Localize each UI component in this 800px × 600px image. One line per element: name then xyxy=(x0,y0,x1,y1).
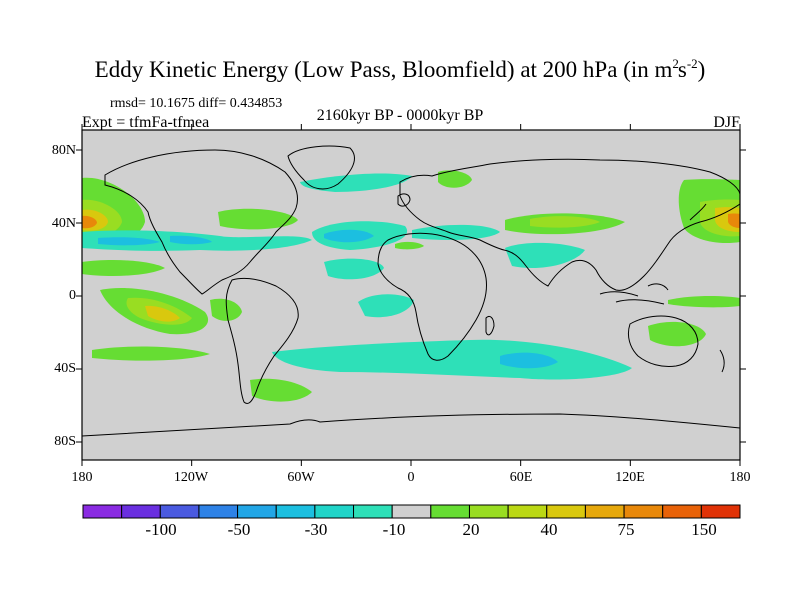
x-tick-label: 120E xyxy=(615,470,645,485)
anomaly-patch xyxy=(300,173,412,192)
anomaly-patch xyxy=(648,321,706,347)
x-tick-label: 0 xyxy=(407,470,415,485)
coastline-japan xyxy=(689,203,707,221)
anomaly-fields xyxy=(82,170,740,402)
colorbar-swatch xyxy=(468,504,509,519)
anomaly-patch xyxy=(145,305,180,322)
coastline-europe-asia xyxy=(399,158,740,291)
colorbar-swatch xyxy=(507,504,548,519)
colorbar-swatch xyxy=(430,504,470,519)
anomaly-patch xyxy=(98,237,160,246)
anomaly-patch xyxy=(530,216,600,228)
anomaly-patch xyxy=(92,346,210,361)
y-tick-label: 0 xyxy=(69,288,76,303)
anomaly-patch xyxy=(358,294,414,318)
colorbar-label: 20 xyxy=(462,520,480,539)
colorbar-swatch xyxy=(391,504,432,519)
x-tick-label: 60W xyxy=(287,470,315,485)
coastlines xyxy=(82,145,740,437)
period-label: 2160kyr BP - 0000kyr BP xyxy=(316,107,484,124)
x-tick-label: 120W xyxy=(173,470,209,485)
anomaly-patch xyxy=(250,378,312,402)
coastline-madagascar xyxy=(485,315,495,336)
colorbar-swatch xyxy=(82,504,123,519)
experiment-label: Expt = tfmFa-tfmea xyxy=(82,114,210,131)
colorbar-label: 150 xyxy=(691,520,717,539)
colorbar-label: 75 xyxy=(617,520,635,539)
colorbar-swatch xyxy=(159,504,200,519)
coastline-south-america xyxy=(225,277,299,405)
anomaly-patch xyxy=(210,298,242,321)
stats-label: rmsd= 10.1675 diff= 0.434853 xyxy=(110,96,283,111)
colorbar-label: 40 xyxy=(540,520,558,539)
anomaly-patch xyxy=(272,339,632,380)
coastline-greenland xyxy=(287,145,355,190)
x-tick-label: 180 xyxy=(729,470,751,485)
colorbar-swatch xyxy=(198,504,239,519)
anomaly-patch xyxy=(395,241,424,250)
anomaly-patch xyxy=(505,242,585,269)
anomaly-patch xyxy=(82,215,97,229)
colorbar-label: -30 xyxy=(304,520,328,539)
anomaly-patch xyxy=(728,213,740,228)
coastline-australia xyxy=(627,315,699,367)
anomaly-patch xyxy=(218,208,298,230)
anomaly-patch xyxy=(82,260,165,276)
coastline-north-america xyxy=(104,149,299,295)
x-tick-label: 60E xyxy=(509,470,533,485)
anomaly-patch xyxy=(412,224,500,240)
y-tick-label: 40S xyxy=(54,361,76,376)
colorbar-swatch xyxy=(353,504,393,519)
colorbar-label: -10 xyxy=(382,520,406,539)
coastline-british-isles xyxy=(397,193,411,207)
colorbar-swatch xyxy=(314,504,355,519)
y-tick-label: 80S xyxy=(54,434,76,449)
coastline-indonesia xyxy=(599,283,669,305)
anomaly-patch xyxy=(324,229,374,243)
colorbar-swatch xyxy=(623,504,664,519)
colorbar-swatch xyxy=(700,504,741,519)
chart-title: Eddy Kinetic Energy (Low Pass, Bloomfiel… xyxy=(94,56,706,82)
anomaly-patch xyxy=(170,235,212,245)
anomaly-patch xyxy=(324,258,384,280)
y-tick-label: 40N xyxy=(51,216,76,231)
anomaly-patch xyxy=(668,296,740,308)
y-tick-label: 80N xyxy=(51,143,76,158)
season-label: DJF xyxy=(713,114,740,131)
colorbar-label: -50 xyxy=(227,520,251,539)
colorbar-swatch xyxy=(546,504,586,519)
anomaly-patch xyxy=(438,170,472,188)
coastline-new-zealand xyxy=(719,349,725,373)
colorbar-swatch xyxy=(121,504,161,519)
colorbar-swatch xyxy=(275,504,316,519)
coastline-africa xyxy=(377,232,487,361)
colorbar-label: -100 xyxy=(145,520,177,539)
coastline-antarctica xyxy=(82,413,740,437)
anomaly-patch xyxy=(500,352,558,369)
x-tick-label: 180 xyxy=(71,470,93,485)
map-background xyxy=(82,130,740,460)
colorbar-swatch xyxy=(584,504,625,519)
colorbar-swatch xyxy=(662,504,702,519)
axis-ticks xyxy=(76,124,746,466)
colorbar-swatch xyxy=(237,504,277,519)
